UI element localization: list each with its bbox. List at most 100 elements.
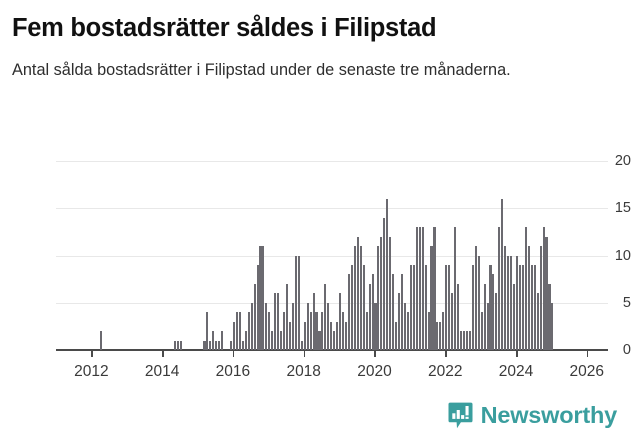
chart-subtitle: Antal sålda bostadsrätter i Filipstad un… (12, 60, 511, 79)
bar (504, 246, 507, 350)
y-axis-tick-label: 0 (622, 342, 631, 358)
bar (209, 340, 212, 350)
bar (303, 321, 306, 350)
bar (291, 302, 294, 350)
x-axis-tick-label: 2020 (357, 363, 392, 380)
bar (424, 264, 427, 350)
bar (551, 302, 554, 350)
bar (247, 312, 250, 350)
bar (536, 293, 539, 350)
bar (309, 312, 312, 350)
bar (342, 312, 345, 350)
bar (371, 274, 374, 350)
bar (100, 331, 103, 350)
bar (430, 246, 433, 350)
bar (465, 331, 468, 350)
bar (510, 255, 513, 350)
bar (229, 340, 233, 350)
bar (262, 246, 265, 350)
bar (480, 312, 483, 350)
bar (427, 312, 430, 350)
bar (265, 302, 268, 350)
bar (448, 264, 451, 350)
bar (333, 331, 336, 350)
bar (433, 227, 436, 350)
y-axis-tick-label: 20 (614, 153, 631, 169)
bar (457, 283, 460, 350)
newsworthy-logo-text: Newsworthy (480, 402, 618, 428)
bar (212, 331, 215, 350)
bar (221, 331, 224, 350)
gridline (56, 208, 608, 210)
bar (436, 321, 439, 350)
bar (386, 198, 389, 350)
bar (412, 264, 415, 350)
bar (533, 264, 536, 350)
bar (498, 227, 501, 350)
bar (365, 312, 368, 350)
bar (268, 312, 271, 350)
page-title: Fem bostadsrätter såldes i Filipstad (12, 14, 437, 42)
bar (250, 302, 253, 350)
bar (271, 331, 274, 350)
bar (235, 312, 238, 350)
gridline (56, 255, 608, 257)
bar (350, 264, 353, 350)
bar (356, 236, 359, 350)
bar (244, 331, 247, 350)
bar (218, 340, 221, 350)
bar (401, 274, 404, 350)
bar (409, 264, 412, 350)
bar (280, 331, 283, 350)
bar (495, 293, 498, 350)
bar (380, 236, 383, 350)
bar (368, 283, 371, 350)
bar (421, 227, 424, 350)
bar (312, 293, 315, 350)
bar (513, 283, 516, 350)
bar (374, 302, 377, 350)
bar (359, 246, 362, 350)
bar (489, 264, 492, 350)
bar (318, 331, 321, 350)
bar (362, 264, 365, 350)
bar (516, 255, 519, 350)
bar (286, 283, 289, 350)
bar (406, 312, 409, 350)
bar (173, 340, 177, 350)
bar (474, 246, 477, 350)
bar (486, 302, 489, 350)
x-axis-tick (91, 350, 93, 357)
bar (392, 274, 395, 350)
x-axis-tick-label: 2022 (427, 363, 463, 380)
x-axis-tick (303, 350, 306, 357)
bar (294, 255, 297, 350)
bar (203, 340, 206, 350)
bar (403, 302, 407, 350)
bar (256, 264, 259, 350)
gridline (56, 161, 608, 162)
bar (415, 227, 418, 350)
y-axis-tick-label: 10 (614, 247, 631, 264)
footer-branding: Newsworthy (448, 402, 617, 429)
bar (501, 198, 504, 350)
bar (327, 302, 330, 350)
bar (241, 340, 244, 350)
chart-canvas: 0 5 10 15 20 2012 2014 2016 2018 2020 2022 2024 202… (0, 150, 631, 395)
bar (492, 274, 495, 350)
bar (389, 236, 392, 350)
bar (324, 283, 327, 350)
bar (398, 293, 401, 350)
x-axis-tick (374, 350, 376, 357)
bar (548, 283, 551, 350)
bar (306, 302, 309, 350)
bar (527, 246, 530, 350)
bar (483, 283, 486, 350)
bar (442, 312, 445, 350)
bar (468, 331, 471, 350)
x-axis-tick (232, 350, 235, 357)
bar (539, 246, 542, 350)
bar (542, 227, 545, 350)
bar (451, 293, 454, 350)
